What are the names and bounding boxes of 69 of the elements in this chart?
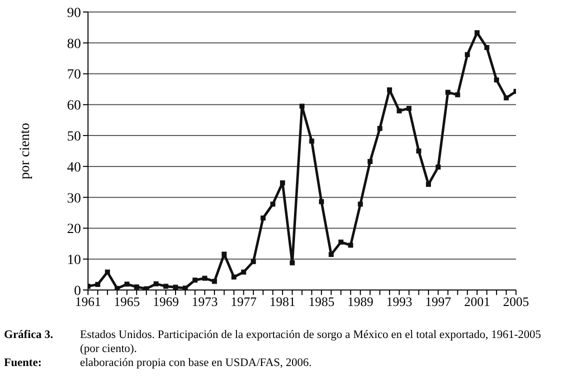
point	[426, 182, 431, 187]
point	[494, 77, 500, 82]
point	[134, 284, 140, 290]
point	[222, 252, 227, 257]
point	[290, 260, 295, 266]
point	[124, 282, 130, 287]
point	[309, 138, 314, 144]
point	[144, 286, 149, 290]
x-tick-label: 1989	[347, 294, 374, 310]
point	[154, 281, 159, 286]
x-tick-label: 1977	[230, 294, 258, 310]
point	[202, 276, 208, 281]
point	[270, 202, 276, 207]
x-tick-label: 1969	[152, 294, 179, 310]
point	[396, 108, 402, 114]
point	[387, 87, 392, 92]
point	[484, 45, 490, 50]
y-tick-label: 30	[67, 191, 81, 206]
point	[338, 240, 344, 245]
point	[212, 278, 217, 284]
point	[182, 286, 188, 290]
x-tick-label: 1973	[192, 294, 218, 310]
x-tick-label: 1981	[270, 294, 296, 310]
point	[436, 164, 441, 170]
y-tick-label: 70	[67, 68, 81, 83]
point	[163, 284, 168, 289]
x-tick-label: 1961	[75, 294, 101, 310]
x-tick-label: 2001	[464, 294, 490, 310]
x-tick-label: 1997	[425, 294, 452, 310]
point	[504, 95, 509, 100]
y-tick-label: 60	[67, 98, 81, 114]
point	[114, 286, 120, 290]
point	[192, 278, 198, 283]
x-tick-label: 1985	[308, 294, 334, 310]
source-note: Fuente:	[3, 356, 43, 370]
text: Estados Unidos. Participación de la exportación de sorgo a México en el total exportado, 1961-2005 (por ciento).	[79, 328, 542, 356]
point	[445, 90, 450, 95]
point	[241, 270, 246, 275]
point	[280, 180, 286, 186]
point	[260, 216, 266, 221]
x-tick-label: 1993	[386, 294, 412, 310]
point	[300, 104, 304, 109]
text: Gráfica 3.	[3, 328, 54, 343]
point	[173, 284, 178, 290]
x-tick-label: 2005	[503, 294, 529, 310]
point	[318, 199, 324, 204]
point	[406, 106, 412, 111]
point	[416, 148, 422, 154]
point	[358, 202, 363, 207]
point	[250, 259, 256, 264]
y-tick-label: 90	[67, 6, 81, 21]
point	[95, 282, 100, 287]
y-tick-label: 80	[67, 36, 81, 52]
point	[377, 126, 382, 131]
point	[368, 159, 373, 164]
point	[474, 30, 480, 36]
point	[348, 242, 354, 248]
point	[104, 270, 110, 275]
y-axis-title: por ciento	[18, 122, 33, 180]
y-tick-label: 20	[67, 222, 81, 238]
point	[455, 92, 460, 98]
y-tick-label: 40	[67, 160, 81, 176]
point	[464, 52, 470, 58]
point	[231, 274, 236, 280]
x-tick-label: 1965	[114, 294, 140, 310]
y-tick-label: 10	[67, 253, 81, 268]
text: elaboración propia con base en USDA/FAS, 2006.	[79, 356, 313, 370]
point	[328, 252, 334, 257]
y-tick-label: 50	[67, 130, 81, 145]
